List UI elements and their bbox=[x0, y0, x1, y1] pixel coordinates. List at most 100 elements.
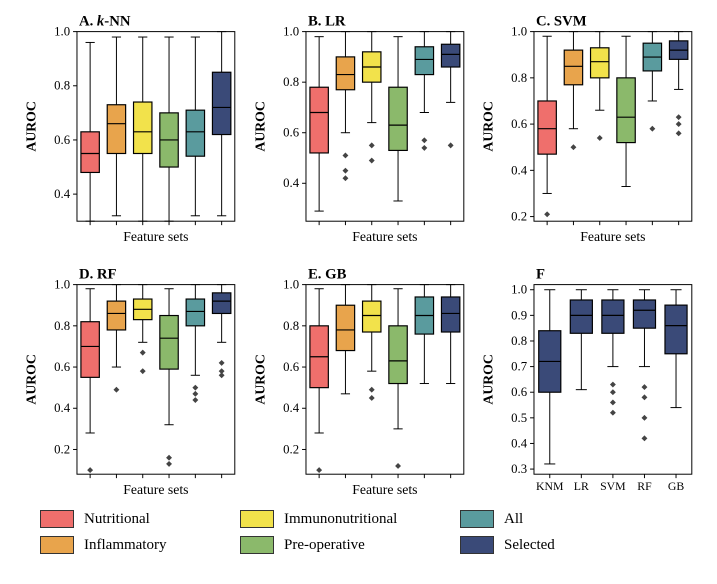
legend-item: Inflammatory bbox=[40, 536, 240, 554]
box bbox=[134, 102, 152, 153]
outlier-marker bbox=[316, 467, 322, 473]
outlier-marker bbox=[421, 145, 427, 151]
ytick-label: 0.4 bbox=[511, 163, 528, 177]
legend-label: Inflammatory bbox=[84, 537, 166, 554]
panel-title: B. LR bbox=[308, 14, 346, 30]
ytick-label: 0.8 bbox=[511, 71, 527, 85]
outlier-marker bbox=[368, 395, 374, 401]
outlier-marker bbox=[642, 384, 648, 390]
xtick-label: SVM bbox=[600, 480, 626, 493]
ytick-label: 0.6 bbox=[54, 133, 70, 147]
outlier-marker bbox=[219, 372, 225, 378]
legend-item: Pre-operative bbox=[240, 536, 460, 554]
outlier-marker bbox=[610, 409, 616, 415]
panel-F: 0.30.40.50.60.70.80.91.0AUROCFKNMLRSVMRF… bbox=[477, 263, 700, 504]
y-axis-label: AUROC bbox=[24, 354, 39, 404]
outlier-marker bbox=[650, 126, 656, 132]
ytick-label: 1.0 bbox=[54, 277, 70, 291]
ytick-label: 0.6 bbox=[511, 117, 527, 131]
outlier-marker bbox=[87, 467, 93, 473]
box bbox=[602, 300, 624, 333]
outlier-marker bbox=[192, 391, 198, 397]
box bbox=[212, 293, 230, 314]
outlier-marker bbox=[219, 360, 225, 366]
ytick-label: 0.5 bbox=[511, 410, 527, 424]
panel-A: 0.40.60.81.0AUROCA. k-NNFeature sets bbox=[20, 10, 243, 251]
ytick-label: 0.8 bbox=[54, 318, 70, 332]
legend-item: Nutritional bbox=[40, 510, 240, 528]
box bbox=[107, 301, 125, 330]
xtick-label: LR bbox=[574, 480, 589, 493]
outlier-marker bbox=[192, 397, 198, 403]
legend-label: Nutritional bbox=[84, 511, 150, 528]
ytick-label: 1.0 bbox=[511, 282, 527, 296]
outlier-marker bbox=[642, 394, 648, 400]
legend-swatch bbox=[240, 510, 274, 528]
box bbox=[310, 87, 328, 153]
legend-swatch bbox=[460, 510, 494, 528]
ytick-label: 0.4 bbox=[511, 436, 528, 450]
x-axis-label: Feature sets bbox=[352, 229, 417, 244]
ytick-label: 0.7 bbox=[511, 359, 528, 373]
legend: NutritionalImmunonutritionalAllInflammat… bbox=[40, 510, 680, 570]
outlier-marker bbox=[140, 368, 146, 374]
box bbox=[538, 101, 556, 154]
outlier-marker bbox=[676, 130, 682, 136]
outlier-marker bbox=[166, 454, 172, 460]
x-axis-label: Feature sets bbox=[123, 482, 188, 497]
panel-D: 0.20.40.60.81.0AUROCD. RFFeature sets bbox=[20, 263, 243, 504]
panel-title: A. k-NN bbox=[79, 14, 131, 30]
ytick-label: 0.8 bbox=[54, 79, 70, 93]
legend-item: Selected bbox=[460, 536, 640, 554]
box bbox=[617, 78, 635, 143]
outlier-marker bbox=[597, 135, 603, 141]
y-axis-label: AUROC bbox=[481, 354, 496, 404]
box bbox=[336, 57, 354, 90]
y-axis-label: AUROC bbox=[481, 101, 496, 151]
panel-B: 0.40.60.81.0AUROCB. LRFeature sets bbox=[249, 10, 472, 251]
box bbox=[441, 44, 459, 67]
ytick-label: 0.6 bbox=[283, 360, 299, 374]
legend-label: Selected bbox=[504, 537, 555, 554]
ytick-label: 0.6 bbox=[54, 360, 70, 374]
legend-swatch bbox=[460, 536, 494, 554]
outlier-marker bbox=[610, 399, 616, 405]
box bbox=[388, 87, 406, 150]
panel-E: 0.20.40.60.81.0AUROCE. GBFeature sets bbox=[249, 263, 472, 504]
legend-swatch bbox=[40, 536, 74, 554]
box bbox=[441, 297, 459, 332]
ytick-label: 0.2 bbox=[511, 210, 527, 224]
xtick-label: KNM bbox=[536, 480, 564, 493]
box bbox=[362, 301, 380, 332]
outlier-marker bbox=[192, 384, 198, 390]
outlier-marker bbox=[342, 168, 348, 174]
ytick-label: 1.0 bbox=[283, 25, 299, 39]
box bbox=[388, 325, 406, 383]
y-axis-label: AUROC bbox=[24, 101, 39, 151]
panel-title: E. GB bbox=[308, 266, 347, 282]
box bbox=[665, 305, 687, 354]
outlier-marker bbox=[610, 381, 616, 387]
box bbox=[212, 72, 230, 134]
panel-C: 0.20.40.60.81.0AUROCC. SVMFeature sets bbox=[477, 10, 700, 251]
box bbox=[81, 132, 99, 173]
box bbox=[186, 110, 204, 156]
x-axis-label: Feature sets bbox=[123, 229, 188, 244]
y-axis-label: AUROC bbox=[252, 354, 267, 404]
ytick-label: 0.8 bbox=[511, 334, 527, 348]
legend-label: Pre-operative bbox=[284, 537, 365, 554]
panel-title: D. RF bbox=[79, 266, 117, 282]
ytick-label: 0.6 bbox=[283, 126, 299, 140]
x-axis-label: Feature sets bbox=[352, 482, 417, 497]
outlier-marker bbox=[421, 137, 427, 143]
ytick-label: 0.6 bbox=[511, 385, 527, 399]
ytick-label: 0.2 bbox=[54, 442, 70, 456]
box bbox=[107, 105, 125, 154]
box bbox=[634, 300, 656, 328]
box bbox=[415, 47, 433, 75]
outlier-marker bbox=[166, 461, 172, 467]
panel-grid: 0.4 0.6 0.8 1.0 AUROC A. k-NN Feature sets 0.4 0… bbox=[20, 10, 700, 500]
x-axis-label: Feature sets bbox=[581, 229, 646, 244]
box bbox=[565, 50, 583, 85]
figure: 0.4 0.6 0.8 1.0 AUROC A. k-NN Feature sets 0.4 0… bbox=[0, 0, 717, 584]
